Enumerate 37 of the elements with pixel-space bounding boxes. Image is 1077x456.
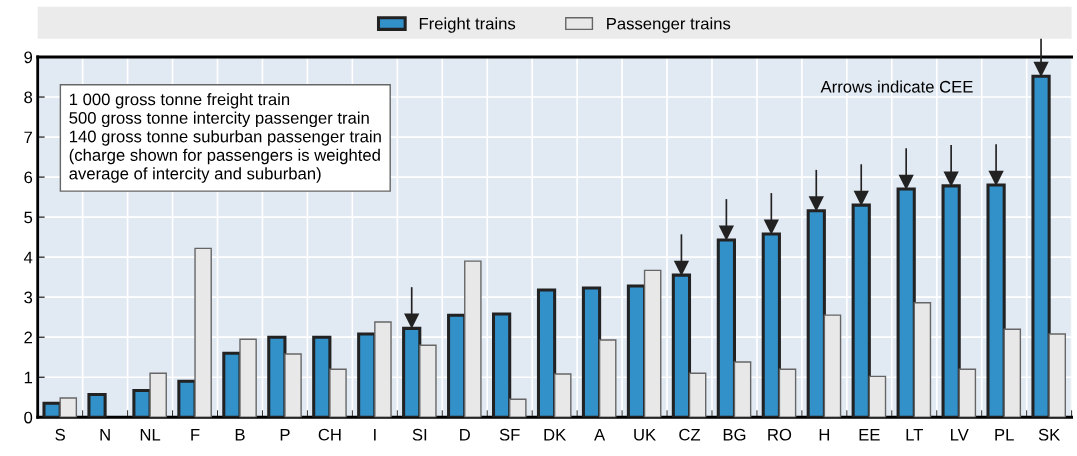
x-tick-label: A [594,428,606,441]
x-tick-label: D [460,428,470,441]
x-tick-label: EE [859,428,880,441]
annotation: 1 000 gross tonne freight train 500 gross tonne intercity passenger train 140 gross tonne suburban passenger train (charge shown for passengers is weighted average of intercity and suburban) [69,93,381,183]
x-tick-label: SK [1038,428,1061,441]
x-tick-label: PL [995,428,1014,441]
x-tick-label: LV [951,428,969,441]
x-tick-label: DK [544,428,567,441]
y-tick-label: 2 [24,331,32,344]
y-tick-label: 7 [24,131,32,144]
annotation: Arrows indicate CEE [820,80,973,93]
legend-label: Passenger trains [607,17,731,33]
x-tick-label: SF [499,428,520,441]
y-tick-label: 5 [24,211,33,224]
x-tick-label: CZ [679,428,701,441]
x-tick-label: S [55,428,65,441]
x-tick-label: NL [140,428,161,441]
x-tick-label: LT [906,428,924,441]
x-tick-label: B [235,428,245,441]
x-tick-label: N [100,428,110,441]
y-tick-label: 6 [24,171,33,184]
x-tick-label: BG [723,428,746,441]
y-tick-label: 8 [24,91,33,104]
x-tick-label: H [819,428,830,441]
y-tick-label: 1 [24,371,33,384]
y-tick-label: 0 [24,411,33,424]
x-tick-label: UK [634,428,656,441]
x-tick-label: F [191,428,200,441]
y-tick-label: 4 [23,251,33,264]
x-tick-label: CH [318,428,341,441]
legend-label: Freight trains [419,17,516,33]
x-tick-label: SI [412,428,427,441]
x-tick-label: RO [768,428,792,441]
x-tick-label: I [374,428,376,441]
x-tick-label: P [280,428,290,441]
y-tick-label: 3 [24,291,33,304]
y-tick-label: 9 [24,51,33,64]
